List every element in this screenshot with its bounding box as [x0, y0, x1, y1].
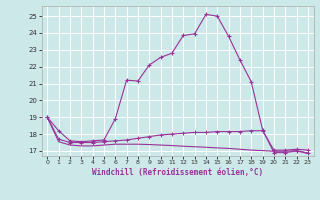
X-axis label: Windchill (Refroidissement éolien,°C): Windchill (Refroidissement éolien,°C)	[92, 168, 263, 177]
